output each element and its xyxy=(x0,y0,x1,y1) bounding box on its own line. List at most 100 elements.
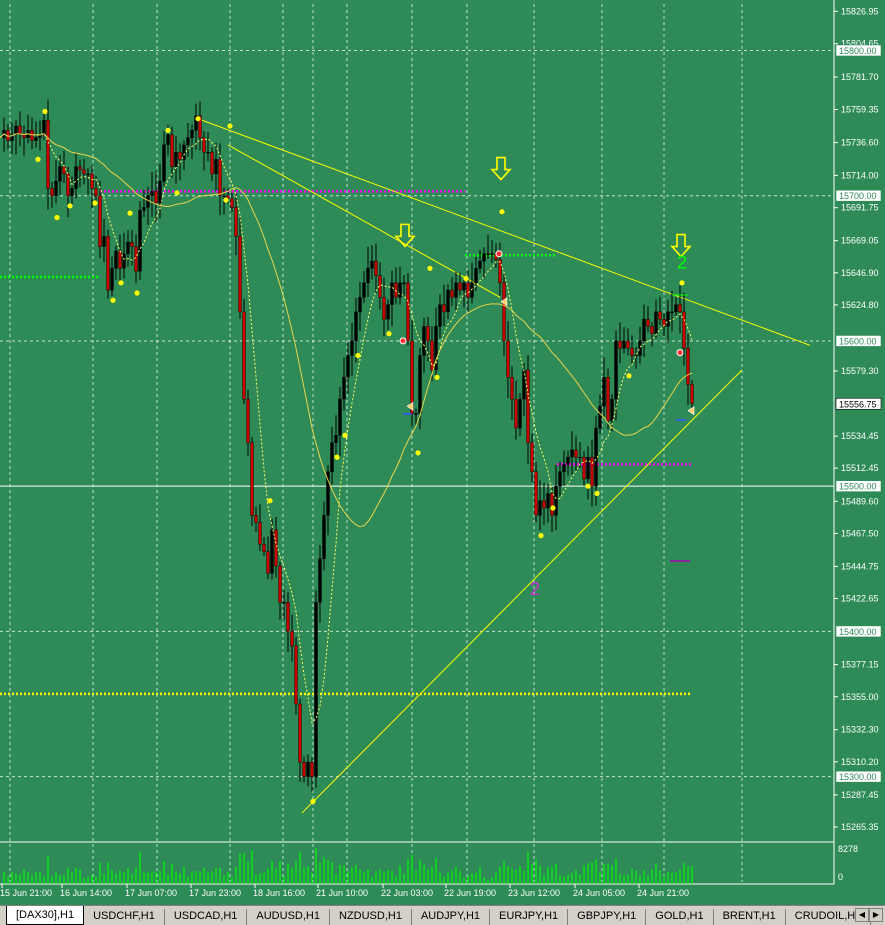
signal-dot xyxy=(223,197,229,203)
time-tick-label: 24 Jun 05:00 xyxy=(573,888,625,898)
bull-candle xyxy=(158,180,162,204)
bear-candle xyxy=(290,631,294,647)
bear-candle xyxy=(286,602,290,632)
indicator-overlays xyxy=(0,132,693,724)
sell-marker xyxy=(495,250,503,258)
bull-candle xyxy=(330,442,334,472)
bull-candle xyxy=(674,304,678,313)
bull-candle xyxy=(190,130,194,138)
tab-scroll-controls: ◀ ▶ xyxy=(855,908,883,922)
tab-dax30-h1[interactable]: [DAX30],H1 xyxy=(6,906,85,925)
bull-candle xyxy=(102,236,106,247)
signal-dot xyxy=(434,374,440,380)
price-tick-label: 15714.00 xyxy=(841,170,879,180)
tab-brent-h1[interactable]: BRENT,H1 xyxy=(714,909,786,925)
bear-candle xyxy=(550,493,554,516)
bear-candle xyxy=(278,565,282,603)
level-price-label: 15500.00 xyxy=(839,482,877,492)
bull-candle xyxy=(390,282,394,305)
signal-dot xyxy=(334,454,340,460)
bear-candle xyxy=(646,318,650,327)
tab-eurjpy-h1[interactable]: EURJPY,H1 xyxy=(490,909,569,925)
tab-usdcad-h1[interactable]: USDCAD,H1 xyxy=(165,909,248,925)
level-price-box xyxy=(835,625,882,638)
bull-candle xyxy=(538,500,542,516)
bear-candle xyxy=(78,166,82,170)
bear-candle xyxy=(302,761,306,777)
bull-candle xyxy=(146,195,150,208)
bear-candle xyxy=(626,340,630,349)
time-tick-label: 17 Jun 07:00 xyxy=(125,888,177,898)
price-tick-label: 15646.90 xyxy=(841,268,879,278)
bear-candle xyxy=(382,297,386,320)
signal-dot xyxy=(134,290,140,296)
signal-dot xyxy=(165,127,171,133)
bear-candle xyxy=(686,348,690,385)
bear-candle xyxy=(94,188,98,196)
time-tick-label: 24 Jun 21:00 xyxy=(637,888,689,898)
bull-candle xyxy=(358,297,362,313)
bull-candle xyxy=(174,151,178,167)
trendline-lower xyxy=(301,369,743,814)
arrow-right-icon[interactable]: ▶ xyxy=(869,908,883,922)
tab-usdchf-h1[interactable]: USDCHF,H1 xyxy=(84,909,165,925)
bull-candle xyxy=(342,377,346,400)
price-tick-label: 15624.80 xyxy=(841,300,879,310)
bear-candle xyxy=(530,442,534,472)
signal-dot xyxy=(499,209,505,215)
bull-candle xyxy=(366,268,370,284)
signal-dot xyxy=(92,200,98,206)
time-tick-label: 22 Jun 19:00 xyxy=(444,888,496,898)
tab-audjpy-h1[interactable]: AUDJPY,H1 xyxy=(412,909,491,925)
bull-candle xyxy=(462,282,466,291)
arrow-down-icon xyxy=(670,233,692,258)
tab-gbpjpy-h1[interactable]: GBPJPY,H1 xyxy=(568,909,647,925)
bull-candle xyxy=(58,166,62,182)
bull-candle xyxy=(562,464,566,472)
signal-dot xyxy=(342,432,348,438)
bull-candle xyxy=(614,340,618,400)
bull-candle xyxy=(126,241,130,255)
time-tick-label: 21 Jun 10:00 xyxy=(316,888,368,898)
bull-candle xyxy=(370,260,374,269)
bull-candle xyxy=(454,282,458,298)
bear-candle xyxy=(426,326,430,342)
time-axis: 15 Jun 21:00 16 Jun 14:00 17 Jun 07:00 17 J… xyxy=(0,884,689,898)
signal-dot xyxy=(550,505,556,511)
bull-candle xyxy=(138,210,142,272)
tab-nzdusd-h1[interactable]: NZDUSD,H1 xyxy=(330,909,412,925)
volume-max-label: 8278 xyxy=(838,844,858,854)
bull-candle xyxy=(666,311,670,327)
arrow-left-icon[interactable]: ◀ xyxy=(855,908,869,922)
tab-gold-h1[interactable]: GOLD,H1 xyxy=(646,909,714,925)
bull-candle xyxy=(122,253,126,269)
bear-candle xyxy=(678,304,682,313)
price-tick-label: 15489.60 xyxy=(841,496,879,506)
bear-candle xyxy=(210,151,214,175)
bear-candle xyxy=(258,522,262,545)
bear-candle xyxy=(442,304,446,313)
price-tick-label: 15826.95 xyxy=(841,6,879,16)
bear-candle xyxy=(46,119,50,189)
bear-candle xyxy=(170,134,174,167)
bear-candle xyxy=(262,544,266,552)
signal-dot xyxy=(538,533,544,539)
price-tick-label: 15512.45 xyxy=(841,463,879,473)
bear-candle xyxy=(250,442,254,516)
bull-candle xyxy=(438,304,442,327)
bull-candle xyxy=(622,340,626,349)
bull-candle xyxy=(418,355,422,414)
tab-audusd-h1[interactable]: AUDUSD,H1 xyxy=(247,909,330,925)
bull-candle xyxy=(318,558,322,603)
bull-candle xyxy=(554,485,558,516)
trendline-upper2 xyxy=(227,144,501,298)
signal-dot xyxy=(310,798,316,804)
bull-candle xyxy=(110,268,114,291)
bear-candle xyxy=(90,173,94,189)
bear-candle xyxy=(534,471,538,516)
bear-candle xyxy=(82,169,86,175)
level-price-label: 15800.00 xyxy=(839,46,877,56)
bear-candle xyxy=(430,340,434,371)
bull-candle xyxy=(206,151,210,154)
